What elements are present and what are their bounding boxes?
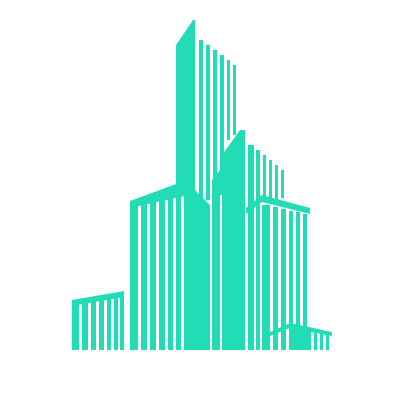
central-tower-stripe: [220, 55, 224, 195]
right-lower-stripe: [262, 205, 270, 350]
central-tower-stripe: [213, 50, 217, 200]
central-step-block: [222, 130, 245, 350]
right-lower-stripe: [303, 214, 307, 350]
right-mid-stripe: [248, 145, 254, 350]
far-right-stripe: [307, 331, 311, 350]
right-mid-stripe: [240, 135, 245, 215]
right-lower-stripe: [289, 211, 293, 350]
mid-left-stripe: [168, 191, 173, 350]
far-right-stripe: [320, 333, 323, 350]
right-mid-stripe: [275, 165, 278, 200]
mid-left-building: [130, 184, 195, 350]
central-tower-stripe: [199, 40, 203, 200]
right-lower-stripe: [273, 207, 278, 350]
left-low-stripe: [99, 296, 104, 350]
left-low-building: [72, 291, 124, 350]
right-mid-building: [240, 135, 284, 350]
left-low-stripe: [91, 298, 96, 350]
right-lower-stripe: [296, 212, 300, 350]
central-tower-stripe: [233, 65, 236, 135]
far-right-stripe: [326, 334, 329, 350]
right-lower-stripe: [281, 209, 286, 350]
far-right-stripe: [290, 328, 297, 350]
far-right-small-building: [270, 323, 332, 350]
central-lower-right: [212, 170, 220, 350]
mid-left-stripe: [130, 203, 138, 350]
right-lower-building: [246, 195, 310, 350]
left-low-stripe: [107, 295, 111, 350]
mid-left-stripe: [141, 200, 147, 350]
right-mid-stripe: [281, 170, 284, 198]
far-right-stripe: [300, 330, 304, 350]
central-tower-stripe: [206, 45, 210, 200]
left-low-stripe: [82, 299, 88, 350]
mid-left-stripe: [150, 197, 156, 350]
central-lower-block: [195, 130, 245, 350]
left-low-stripe: [72, 300, 79, 350]
mid-left-stripe: [176, 188, 181, 350]
left-low-stripe: [114, 294, 118, 350]
mid-left-stripe: [159, 194, 165, 350]
central-tower: [176, 20, 236, 200]
right-lower-roof: [246, 195, 310, 214]
far-right-stripe: [314, 332, 317, 350]
central-tower-stripe: [227, 60, 230, 140]
central-lower-shape: [195, 190, 210, 350]
left-low-stripe: [120, 292, 124, 350]
right-mid-stripe: [256, 150, 260, 350]
right-mid-stripe: [263, 155, 266, 200]
mid-left-side: [184, 185, 195, 350]
skyline-buildings: [72, 20, 332, 350]
central-tower-spire: [176, 20, 195, 190]
right-mid-stripe: [269, 160, 272, 200]
